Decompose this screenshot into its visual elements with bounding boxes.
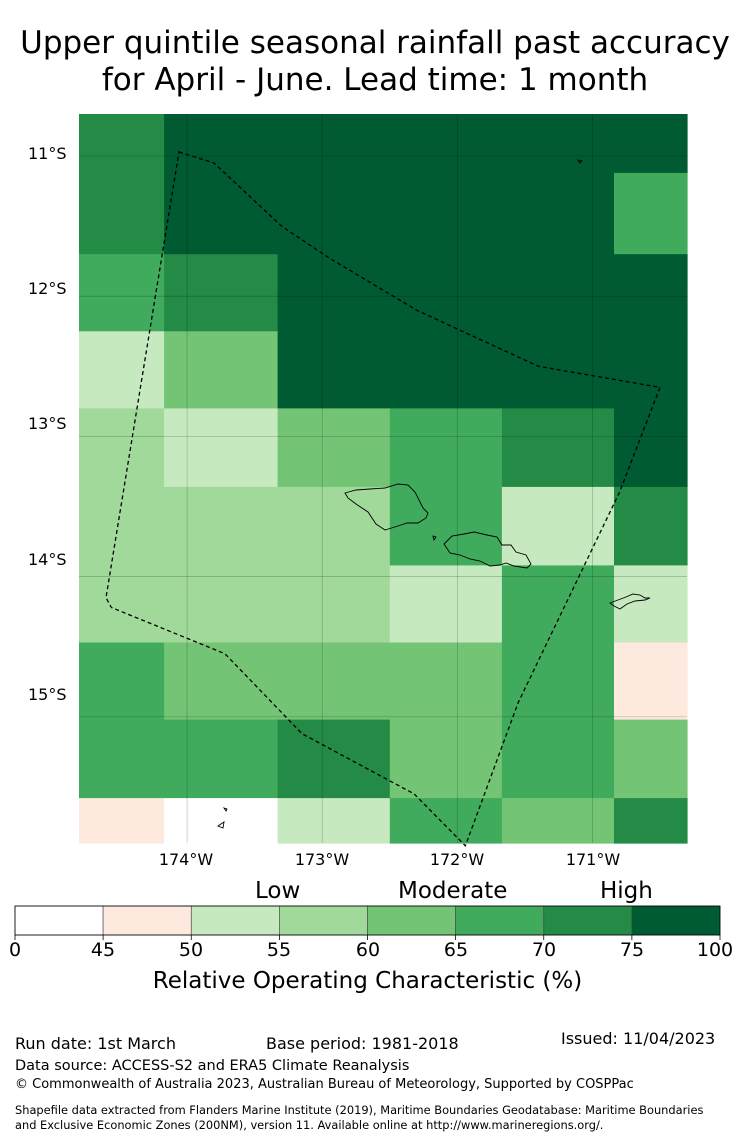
grid-cell-1 — [164, 114, 279, 255]
grid-cell-14 — [389, 408, 503, 488]
issued-date: Issued: 11/04/2023 — [561, 1029, 716, 1048]
colorbar-tick-70: 70 — [531, 939, 557, 961]
grid-cell-39 — [614, 798, 688, 844]
grid-cell-36 — [277, 798, 391, 844]
grid-cell-28 — [614, 642, 688, 721]
lat-label-12s: 12°S — [28, 279, 67, 298]
colorbar-label: Relative Operating Characteristic (%) — [152, 968, 583, 994]
colorbar-bin-7 — [631, 905, 721, 936]
shapefile-credit-1: Shapefile data extracted from Flanders M… — [15, 1103, 704, 1117]
grid-cell-22 — [389, 565, 503, 644]
grid-cell-16 — [614, 408, 688, 488]
grid-cell-11 — [79, 408, 165, 488]
island-upolu — [443, 531, 532, 569]
grid-cell-18 — [389, 486, 503, 566]
grid-cell-20 — [614, 486, 688, 566]
grid-cell-26 — [164, 642, 503, 721]
grid-cell-12 — [164, 408, 279, 488]
island-small-2 — [222, 807, 228, 812]
grid-cell-15 — [501, 408, 615, 488]
colorbar-tick-45: 45 — [90, 939, 116, 961]
colorbar-tick-75: 75 — [619, 939, 645, 961]
grid-cell-10 — [277, 331, 688, 409]
grid-cell-29 — [79, 719, 279, 799]
grid-cell-34 — [79, 798, 165, 844]
colorbar-tick-65: 65 — [443, 939, 469, 961]
grid-cell-2 — [277, 114, 688, 174]
data-source: Data source: ACCESS-S2 and ERA5 Climate … — [15, 1058, 410, 1074]
grid-cell-37 — [389, 798, 503, 844]
colorbar-bin-6 — [543, 905, 633, 936]
grid-cell-38 — [501, 798, 615, 844]
lat-label-14s: 14°S — [28, 550, 67, 569]
grid-cell-0 — [79, 114, 165, 255]
island-savaii — [344, 483, 429, 531]
grid-cell-5 — [79, 254, 165, 332]
lon-label-173w: 173°W — [294, 850, 350, 869]
lon-label-174w: 174°W — [158, 850, 214, 869]
island-small-1 — [217, 821, 225, 829]
grid-cell-24 — [614, 565, 688, 644]
grid-cell-4 — [614, 172, 688, 255]
colorbar-bin-3 — [279, 905, 368, 936]
colorbar-bin-2 — [191, 905, 280, 936]
colorbar-tick-100: 100 — [696, 939, 734, 961]
eez-boundary — [105, 151, 661, 847]
grid-cell-35 — [164, 798, 279, 844]
lat-label-11s: 11°S — [28, 144, 67, 163]
lat-label-15s: 15°S — [28, 685, 67, 704]
grid-cell-31 — [389, 719, 503, 799]
grid-cell-21 — [79, 565, 391, 644]
grid-cell-6 — [164, 254, 279, 332]
chart-title-line-1: Upper quintile seasonal rainfall past ac… — [20, 25, 730, 61]
island-small-4 — [576, 159, 583, 164]
colorbar-bin-5 — [455, 905, 545, 936]
island-tutuila — [609, 593, 651, 610]
lon-label-171w: 171°W — [565, 850, 621, 869]
grid-cell-30 — [277, 719, 391, 799]
grid-cell-7 — [277, 254, 688, 332]
run-date: Run date: 1st March — [15, 1034, 176, 1053]
grid-cell-32 — [501, 719, 615, 799]
grid-cell-33 — [614, 719, 688, 799]
category-moderate: Moderate — [398, 878, 508, 904]
colorbar — [14, 905, 721, 940]
lon-label-172w: 172°W — [429, 850, 485, 869]
copyright: © Commonwealth of Australia 2023, Austra… — [15, 1077, 634, 1092]
base-period: Base period: 1981-2018 — [266, 1034, 459, 1053]
heatmap-cells — [79, 114, 688, 844]
island-small-3 — [432, 535, 437, 542]
lat-label-13s: 13°S — [28, 414, 67, 433]
colorbar-tick-60: 60 — [355, 939, 381, 961]
grid-cell-9 — [164, 331, 279, 409]
colorbar-tick-50: 50 — [178, 939, 204, 961]
grid-cell-8 — [79, 331, 165, 409]
colorbar-bin-1 — [102, 905, 192, 936]
grid-cell-17 — [79, 486, 391, 566]
map-gridlines — [79, 114, 687, 843]
grid-cell-25 — [79, 642, 165, 721]
island-outlines — [217, 159, 651, 829]
colorbar-tick-0: 0 — [8, 939, 22, 961]
grid-cell-27 — [501, 642, 615, 721]
category-low: Low — [255, 878, 301, 904]
colorbar-bin-0 — [14, 905, 104, 936]
colorbar-bin-4 — [367, 905, 456, 936]
category-high: High — [600, 878, 653, 904]
grid-cell-13 — [277, 408, 391, 488]
colorbar-tick-55: 55 — [266, 939, 292, 961]
chart-title-line-2: for April - June. Lead time: 1 month — [101, 62, 649, 98]
grid-cell-23 — [501, 565, 615, 644]
grid-cell-19 — [501, 486, 615, 566]
grid-cell-3 — [277, 172, 615, 255]
shapefile-credit-2: and Exclusive Economic Zones (200NM), ve… — [15, 1118, 604, 1132]
